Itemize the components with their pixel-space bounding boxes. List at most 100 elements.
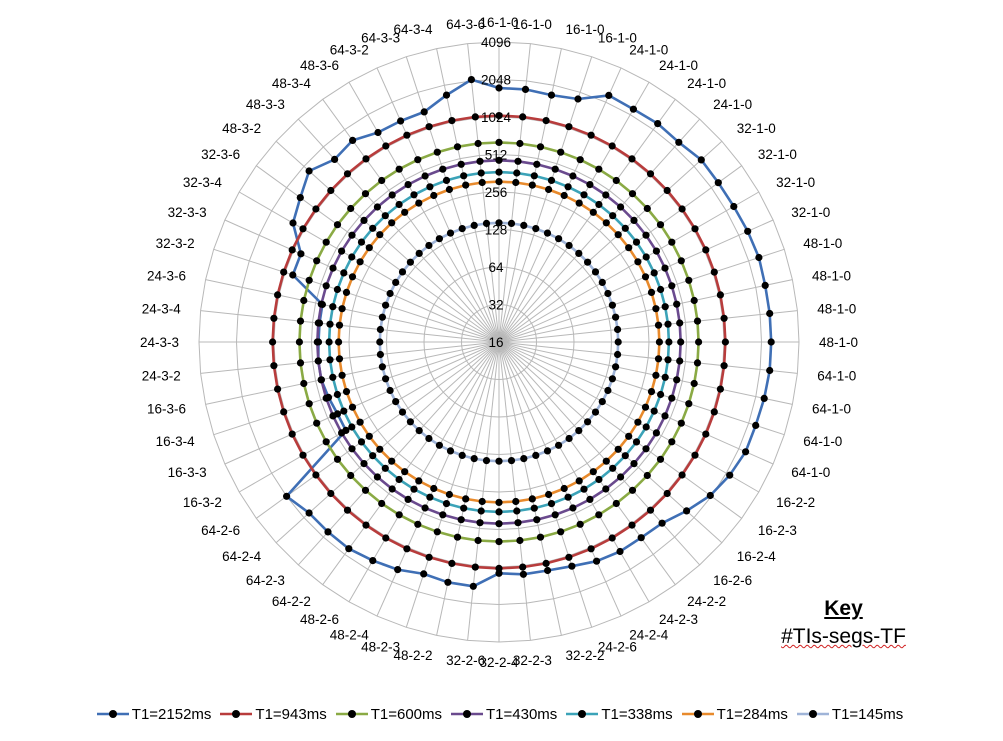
point-3-36: [388, 485, 396, 493]
point-2-51: [333, 221, 342, 229]
point-3-19: [661, 412, 669, 420]
point-1-34: [403, 545, 411, 553]
category-label-34: 48-2-4: [330, 627, 370, 642]
point-4-6: [595, 200, 603, 209]
point-0-54: [349, 136, 357, 144]
point-2-48: [305, 276, 313, 284]
point-4-38: [369, 452, 377, 460]
category-label-50: 32-3-4: [183, 175, 223, 190]
point-5-18: [647, 388, 656, 396]
point-4-51: [357, 238, 366, 246]
point-1-28: [542, 559, 550, 568]
series-T1=600ms: [295, 138, 703, 546]
legend-item-4: T1=338ms: [566, 706, 673, 723]
point-0-34: [394, 566, 402, 574]
point-0-6: [654, 120, 662, 128]
point-0-19: [742, 448, 750, 456]
spoke-18: [498, 341, 785, 436]
point-0-29: [519, 570, 528, 578]
point-0-7: [675, 138, 683, 146]
point-1-48: [280, 268, 288, 276]
point-5-13: [652, 305, 660, 313]
point-1-55: [382, 142, 390, 150]
category-label-56: 64-3-2: [330, 43, 369, 58]
point-6-35: [435, 441, 443, 449]
point-4-2: [530, 172, 538, 180]
spoke-21: [498, 341, 742, 519]
point-0-12: [755, 253, 763, 262]
point-4-41: [340, 407, 348, 415]
point-1-50: [299, 225, 307, 233]
point-1-30: [495, 564, 503, 573]
legend-swatch-2: [335, 710, 368, 718]
point-0-39: [283, 492, 291, 500]
point-1-8: [663, 186, 671, 195]
point-6-12: [608, 301, 617, 309]
point-0-2: [547, 91, 556, 99]
point-2-18: [685, 400, 693, 408]
point-3-12: [668, 282, 676, 290]
point-0-36: [345, 545, 353, 553]
point-6-5: [555, 235, 563, 243]
point-6-48: [382, 301, 390, 309]
point-1-9: [678, 205, 686, 213]
point-6-55: [435, 235, 443, 243]
point-3-15: [677, 338, 685, 346]
point-6-39: [398, 408, 407, 416]
point-3-25: [586, 495, 594, 503]
tick-label-64: 64: [488, 260, 504, 275]
point-5-49: [348, 273, 357, 281]
category-label-53: 48-3-3: [246, 97, 285, 112]
point-0-58: [442, 91, 451, 99]
category-label-42: 16-3-4: [156, 434, 196, 449]
point-2-57: [433, 148, 441, 156]
point-0-53: [331, 155, 339, 163]
point-2-39: [333, 455, 342, 463]
point-0-13: [761, 281, 769, 289]
point-1-52: [327, 186, 335, 195]
point-5-28: [528, 495, 536, 503]
point-0-52: [305, 167, 313, 175]
spoke-56: [376, 67, 500, 343]
point-5-58: [462, 181, 470, 189]
spoke-4: [498, 67, 622, 343]
point-6-56: [446, 229, 455, 237]
point-5-12: [647, 288, 656, 296]
point-1-17: [716, 385, 725, 393]
point-4-48: [333, 285, 341, 294]
point-2-42: [305, 400, 313, 408]
category-label-27: 24-2-6: [598, 639, 637, 654]
point-2-46: [296, 317, 305, 325]
point-3-16: [676, 357, 684, 365]
legend-label-0: T1=2152ms: [131, 705, 212, 723]
spoke-24: [498, 341, 676, 585]
point-5-47: [338, 305, 346, 313]
point-3-31: [476, 519, 484, 527]
spoke-6: [498, 99, 676, 343]
point-5-19: [641, 403, 650, 411]
point-6-45: [376, 338, 384, 346]
point-5-11: [641, 273, 650, 281]
point-2-33: [433, 528, 441, 536]
legend-label-5: T1=284ms: [716, 705, 788, 723]
point-3-11: [661, 264, 669, 272]
point-5-57: [445, 185, 453, 194]
category-label-14: 48-1-0: [817, 302, 856, 317]
point-6-18: [608, 375, 617, 383]
point-6-22: [584, 418, 592, 426]
point-0-57: [420, 108, 428, 116]
point-5-30: [495, 498, 503, 506]
point-4-11: [650, 269, 658, 277]
category-label-11: 32-1-0: [791, 205, 830, 220]
spoke-55: [348, 81, 500, 343]
point-4-42: [333, 390, 341, 399]
point-2-9: [656, 221, 665, 229]
point-5-6: [589, 208, 597, 216]
point-3-1: [514, 157, 522, 165]
spoke-14: [498, 310, 798, 343]
point-4-39: [357, 438, 366, 446]
category-label-0: 16-1-0: [479, 15, 518, 30]
point-2-17: [690, 379, 698, 388]
point-1-12: [710, 268, 718, 276]
